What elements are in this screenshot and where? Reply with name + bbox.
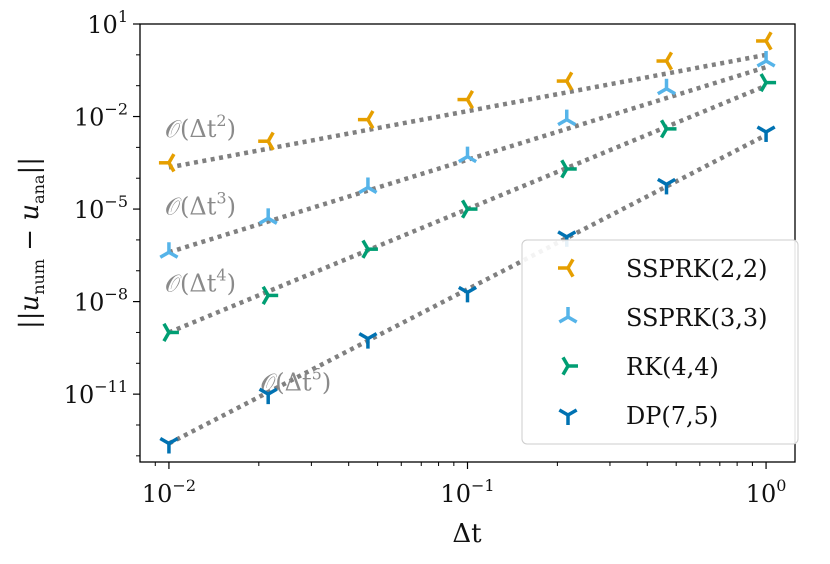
y-tick-label: 10−5 (74, 192, 128, 224)
legend: SSPRK(2,2) SSPRK(3,3) RK(4,4) DP(7,5) (521, 239, 799, 445)
data-point (460, 199, 478, 219)
data-point (358, 177, 378, 194)
data-point (358, 332, 378, 349)
data-point (457, 285, 478, 303)
legend-marker (558, 307, 578, 324)
data-point (158, 153, 176, 173)
data-point (756, 51, 776, 68)
data-point (159, 436, 179, 454)
data-point (756, 125, 776, 142)
data-point (557, 109, 577, 127)
legend-label: SSPRK(2,2) (626, 255, 768, 283)
y-tick-label: 101 (87, 7, 128, 39)
data-point (162, 322, 179, 342)
y-axis-ticks: 101 10−2 10−5 10−8 10−11 (64, 7, 140, 457)
data-point (560, 159, 577, 179)
data-point (659, 119, 677, 139)
data-point (258, 387, 278, 405)
data-point (656, 78, 677, 96)
x-axis-ticks: 10−2 10−1 100 (142, 462, 787, 508)
legend-label: RK(4,4) (626, 353, 719, 381)
y-tick-label: 10−11 (64, 377, 128, 409)
fit-line (168, 65, 767, 255)
legend-marker (558, 258, 575, 278)
data-point (159, 242, 179, 259)
legend-marker (561, 356, 578, 376)
data-point (759, 73, 777, 93)
order-annotation: 𝒪(Δt2) (165, 111, 236, 143)
data-point (457, 90, 475, 110)
data-point (656, 177, 677, 195)
data-point (361, 239, 378, 259)
legend-label: DP(7,5) (626, 402, 718, 430)
y-tick-label: 10−8 (74, 285, 128, 317)
data-point (457, 146, 478, 164)
legend-label: SSPRK(3,3) (626, 304, 768, 332)
legend-marker (558, 408, 578, 425)
data-point (656, 51, 674, 71)
data-point (258, 131, 275, 151)
order-annotation: 𝒪(Δt3) (165, 188, 236, 220)
y-tick-label: 10−2 (74, 100, 128, 132)
order-annotation: 𝒪(Δt4) (165, 265, 236, 297)
y-axis-label: ||unum − uana|| (15, 157, 48, 329)
data-point (258, 208, 278, 225)
x-tick-label: 10−2 (142, 476, 196, 508)
legend-box (521, 239, 799, 445)
data-point (756, 31, 773, 51)
svg-text:||unum − uana||: ||unum − uana|| (15, 157, 48, 329)
x-tick-label: 10−1 (440, 476, 494, 508)
data-point (357, 110, 375, 130)
data-point (556, 71, 574, 91)
x-axis-label: Δt (452, 519, 482, 549)
x-tick-label: 100 (746, 476, 787, 508)
data-point (261, 285, 279, 305)
